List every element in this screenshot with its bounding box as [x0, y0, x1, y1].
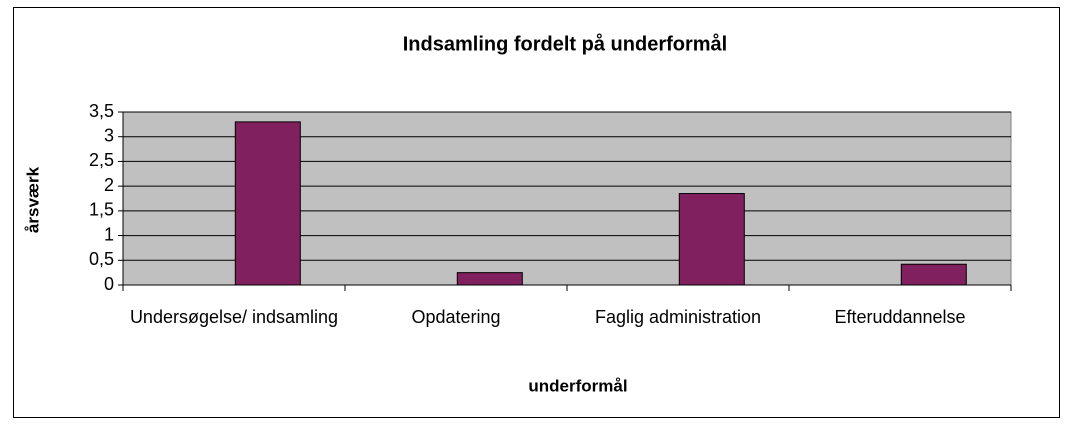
x-tick-label: Opdatering [411, 307, 501, 327]
y-tick-label: 1,5 [89, 200, 114, 220]
y-tick-label: 3 [104, 125, 114, 145]
bar [900, 263, 967, 286]
x-tick-label: Efteruddannelse [834, 307, 966, 327]
y-tick-label: 0,5 [89, 249, 114, 269]
x-tick-label: Undersøgelse/ indsamling [129, 307, 339, 327]
y-tick-label: 0 [104, 274, 114, 294]
y-axis-label: årsværk [23, 166, 42, 233]
bar [678, 193, 745, 286]
chart-title: Indsamling fordelt på underformål [403, 32, 727, 55]
x-tick-label: Faglig administration [594, 307, 762, 327]
y-tick-label: 2 [104, 175, 114, 195]
bar [234, 121, 301, 286]
y-tick-label: 3,5 [89, 101, 114, 121]
y-tick-label: 2,5 [89, 150, 114, 170]
bar [456, 272, 523, 286]
x-axis-label: underformål [528, 376, 627, 395]
y-tick-label: 1 [104, 224, 114, 244]
